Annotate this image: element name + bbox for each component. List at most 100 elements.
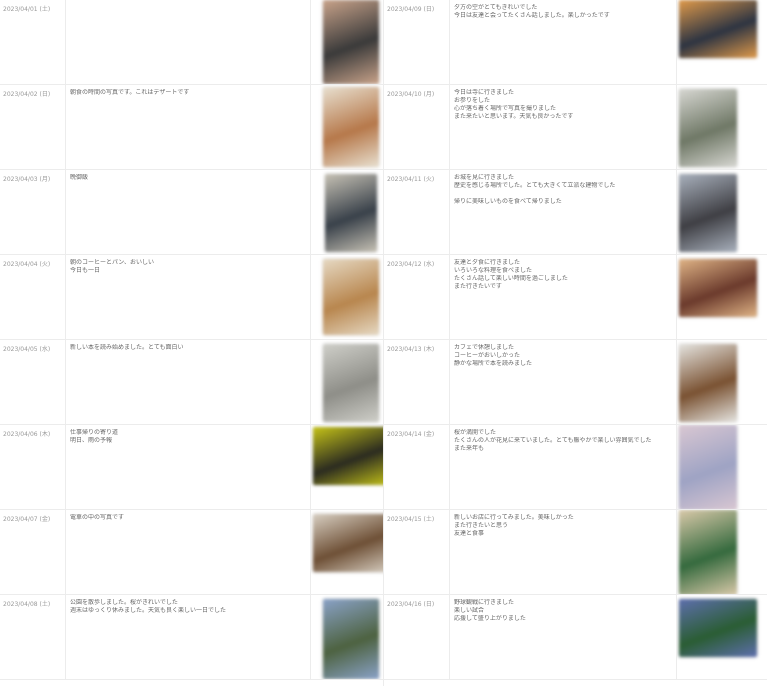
castle-photo[interactable] [679,174,737,252]
entry-text-line: また来年も [454,445,485,452]
entry-text: 夕方の空がとてもきれいでした 今日は友達と会ってたくさん話しました。楽しかったです [450,0,677,84]
table-photo[interactable] [679,510,737,594]
entry-photo-cell [311,0,383,84]
diary-entry-row[interactable]: 2023/04/14 (金) 桜が満開でした たくさんの人が花見に来ていました。とて… [384,425,767,510]
entry-text-line: 野球観戦に行きました [454,599,515,606]
diary-entry-row[interactable]: 2023/04/09 (日) 夕方の空がとてもきれいでした 今日は友達と会ってたくさ… [384,0,767,85]
entry-photo-cell [677,255,767,339]
sunset-photo[interactable] [679,0,757,58]
entry-text: 公園を散歩しました。桜がきれいでした 週末はゆっくり休みました。天気も良く楽しい一… [66,595,311,679]
entry-photo-cell [311,255,383,339]
entry-text-line: 今日も一日 [70,267,101,274]
entry-text-line: 夕方の空がとてもきれいでした [454,4,538,11]
diary-entry-row[interactable]: 2023/04/10 (月) 今日は寺に行きました お参りをした 心が落ち着く場所で写… [384,85,767,170]
entry-text: 朝食の時間の写真です。これはデザートです [66,85,311,169]
diary-entry-row[interactable]: 2023/04/16 (日) 野球観戦に行きました 楽しい試合 応援して盛り上がりまし… [384,595,767,680]
entry-date: 2023/04/02 (日) [0,85,66,169]
entry-date: 2023/04/13 (木) [384,340,450,424]
entry-text: カフェで休憩しました コーヒーがおいしかった 静かな場所で本を読みました [450,340,677,424]
entry-text-line: 心が落ち着く場所で写真を撮りました [454,105,557,112]
diary-column-right: 2023/04/09 (日) 夕方の空がとてもきれいでした 今日は友達と会ってたくさ… [383,0,767,686]
diary-entry-row[interactable]: 2023/04/11 (火) お城を見に行きました 歴史を感じる場所でした。とても大… [384,170,767,255]
entry-date: 2023/04/09 (日) [384,0,450,84]
entry-text-line: 桜が満開でした [454,429,497,436]
diary-entry-row[interactable]: 2023/04/15 (土) 新しいお店に行ってみました。美味しかった また行きたい… [384,510,767,595]
bottle-photo[interactable] [325,174,377,252]
entry-text-line: 電車の中の写真です [70,514,125,521]
diary-entry-row[interactable]: 2023/04/13 (木) カフェで休憩しました コーヒーがおいしかった 静かな場所… [384,340,767,425]
entry-photo-cell [311,510,383,594]
diary-entry-row[interactable]: 2023/04/06 (木) 仕事帰りの寄り道 明日、雨の予報 [0,425,383,510]
entry-text-line: 晩御飯 [70,174,89,181]
entry-text: 桜が満開でした たくさんの人が花見に来ていました。とても賑やかで楽しい雰囲気でした… [450,425,677,509]
entry-text-line: 公園を散歩しました。桜がきれいでした [70,599,178,606]
entry-text-line: コーヒーがおいしかった [454,352,521,359]
train-photo[interactable] [313,514,383,572]
entry-text-line: 新しいお店に行ってみました。美味しかった [454,514,574,521]
diary-entry-row[interactable]: 2023/04/08 (土) 公園を散歩しました。桜がきれいでした 週末はゆっくり休… [0,595,383,680]
entry-photo-cell [311,85,383,169]
entry-text-line: 友達と食事 [454,530,485,537]
entry-date: 2023/04/15 (土) [384,510,450,594]
entry-date: 2023/04/06 (木) [0,425,66,509]
entry-text: 朝のコーヒーとパン、おいしい 今日も一日 [66,255,311,339]
dinner-photo[interactable] [679,259,757,317]
entry-text-line [454,190,672,198]
entry-date: 2023/04/08 (土) [0,595,66,679]
entry-date: 2023/04/07 (金) [0,510,66,594]
entry-photo-cell [677,425,767,509]
food-photo[interactable] [323,87,379,167]
entry-date: 2023/04/12 (水) [384,255,450,339]
diary-entry-row[interactable]: 2023/04/05 (水) 新しい本を読み始めました。とても面白い [0,340,383,425]
diary-entry-row[interactable]: 2023/04/07 (金) 電車の中の写真です [0,510,383,595]
entry-text-line: また行きたいと思う [454,522,509,529]
entry-text: お城を見に行きました 歴史を感じる場所でした。とても大きくて立派な建物でした 帰り… [450,170,677,254]
cafe-photo[interactable] [679,344,737,422]
object-photo[interactable] [323,344,379,422]
sign-photo[interactable] [313,427,383,485]
entry-text-line: また来たいと思います。天気も良かったです [454,113,574,120]
entry-text-line: 朝食の時間の写真です。これはデザートです [70,89,190,96]
entry-date: 2023/04/04 (火) [0,255,66,339]
entry-text-line: たくさん話して楽しい時間を過ごしました [454,275,568,282]
entry-text-line: お参りをした [454,97,491,104]
entry-date: 2023/04/11 (火) [384,170,450,254]
diary-entry-row[interactable]: 2023/04/03 (月) 晩御飯 [0,170,383,255]
entry-text-line: 今日は寺に行きました [454,89,515,96]
coffee-photo[interactable] [323,259,379,335]
entry-text-line [70,4,306,12]
diary-entry-row[interactable]: 2023/04/04 (火) 朝のコーヒーとパン、おいしい 今日も一日 [0,255,383,340]
entry-text-line: 明日、雨の予報 [70,437,113,444]
entry-text: 友達と夕食に行きました いろいろな料理を食べました たくさん話して楽しい時間を過ごし… [450,255,677,339]
entry-date: 2023/04/10 (月) [384,85,450,169]
entry-text: 今日は寺に行きました お参りをした 心が落ち着く場所で写真を撮りました また来たいと思… [450,85,677,169]
temple-photo[interactable] [679,89,737,167]
entry-text-line: 新しい本を読み始めました。とても面白い [70,344,184,351]
blossom-photo[interactable] [679,425,737,509]
entry-text-line: カフェで休憩しました [454,344,515,351]
park-photo[interactable] [323,599,379,679]
entry-text: 新しい本を読み始めました。とても面白い [66,340,311,424]
entry-photo-cell [677,170,767,254]
entry-text-line: 帰りに美味しいものを食べて帰りました [454,198,562,205]
diary-entry-row[interactable]: 2023/04/12 (水) 友達と夕食に行きました いろいろな料理を食べました たく… [384,255,767,340]
entry-text-line: 静かな場所で本を読みました [454,360,533,367]
diary-entry-row[interactable]: 2023/04/01 (土) [0,0,383,85]
entry-text-line: いろいろな料理を食べました [454,267,533,274]
entry-text-line: 応援して盛り上がりました [454,615,526,622]
diary-entry-row[interactable]: 2023/04/02 (日) 朝食の時間の写真です。これはデザートです [0,85,383,170]
entry-photo-cell [677,340,767,424]
entry-photo-cell [311,170,383,254]
entry-text-line: 仕事帰りの寄り道 [70,429,119,436]
entry-date: 2023/04/05 (水) [0,340,66,424]
food-photo[interactable] [323,0,379,84]
entry-text: 晩御飯 [66,170,311,254]
entry-photo-cell [311,425,383,509]
entry-text: 野球観戦に行きました 楽しい試合 応援して盛り上がりました [450,595,677,679]
entry-photo-cell [677,85,767,169]
entry-date: 2023/04/01 (土) [0,0,66,84]
stadium-photo[interactable] [679,599,757,657]
entry-photo-cell [311,595,383,679]
entry-text [66,0,311,84]
